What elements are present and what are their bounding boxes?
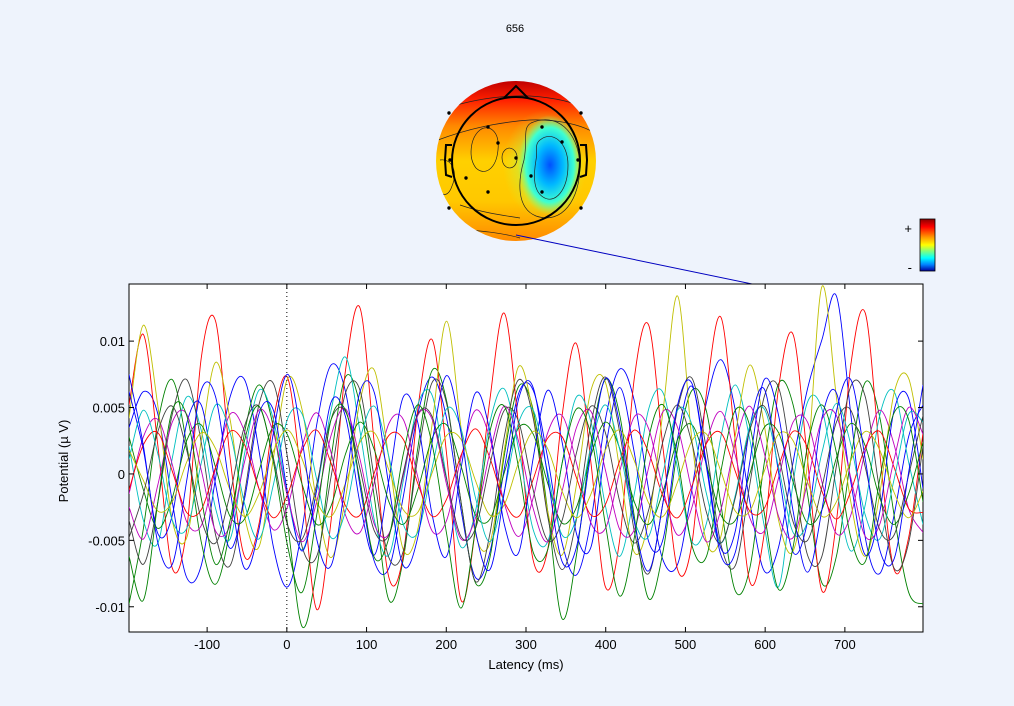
channel-trace [129, 401, 923, 609]
channel-trace [129, 285, 923, 559]
y-tick-label: -0.01 [95, 600, 125, 615]
topo-blue-region [518, 115, 582, 215]
channel-trace [129, 409, 923, 537]
plot-axes: -100 0 100 200 300 400 500 600 700 0.01 0.005 0 -0.… [56, 283, 924, 672]
x-tick-label: 400 [595, 637, 617, 652]
x-tick-label: -100 [194, 637, 220, 652]
x-axis-label: Latency (ms) [488, 657, 563, 672]
y-axis-label: Potential (µ V) [56, 420, 71, 503]
x-tick-label: 500 [675, 637, 697, 652]
x-tick-label: 0 [283, 637, 290, 652]
colorbar: + - [904, 218, 936, 275]
x-tick-label: 100 [356, 637, 378, 652]
x-tick-label: 700 [834, 637, 856, 652]
y-tick-label: 0 [118, 467, 125, 482]
y-axis-ticks: 0.01 0.005 0 -0.005 -0.01 [88, 334, 923, 615]
topo-contours [437, 95, 596, 239]
x-tick-label: 200 [435, 637, 457, 652]
channel-trace [129, 373, 923, 573]
topo-head-outline [443, 84, 589, 226]
colorbar-min-label: - [908, 260, 912, 275]
colorbar-max-label: + [904, 221, 912, 236]
y-tick-label: 0.01 [100, 334, 125, 349]
electrode-markers [447, 111, 583, 210]
plot-area [128, 283, 924, 633]
channel-trace [129, 376, 923, 583]
channel-trace [129, 293, 923, 588]
y-tick-label: 0.005 [92, 401, 125, 416]
colorbar-gradient [919, 218, 936, 272]
map-title: 656 [506, 23, 524, 35]
channel-trace [129, 367, 923, 629]
x-axis-ticks: -100 0 100 200 300 400 500 600 700 [194, 284, 856, 652]
x-tick-label: 600 [754, 637, 776, 652]
channel-trace [129, 421, 923, 529]
y-tick-label: -0.005 [88, 533, 125, 548]
channel-trace [129, 429, 923, 519]
right-ear-icon [579, 144, 589, 178]
channel-trace [129, 403, 923, 544]
x-tick-label: 300 [515, 637, 537, 652]
channel-trace [129, 385, 923, 559]
topoplot [436, 81, 596, 241]
nose-icon [503, 84, 529, 99]
series-layer [129, 285, 923, 629]
left-ear-icon [443, 144, 453, 178]
